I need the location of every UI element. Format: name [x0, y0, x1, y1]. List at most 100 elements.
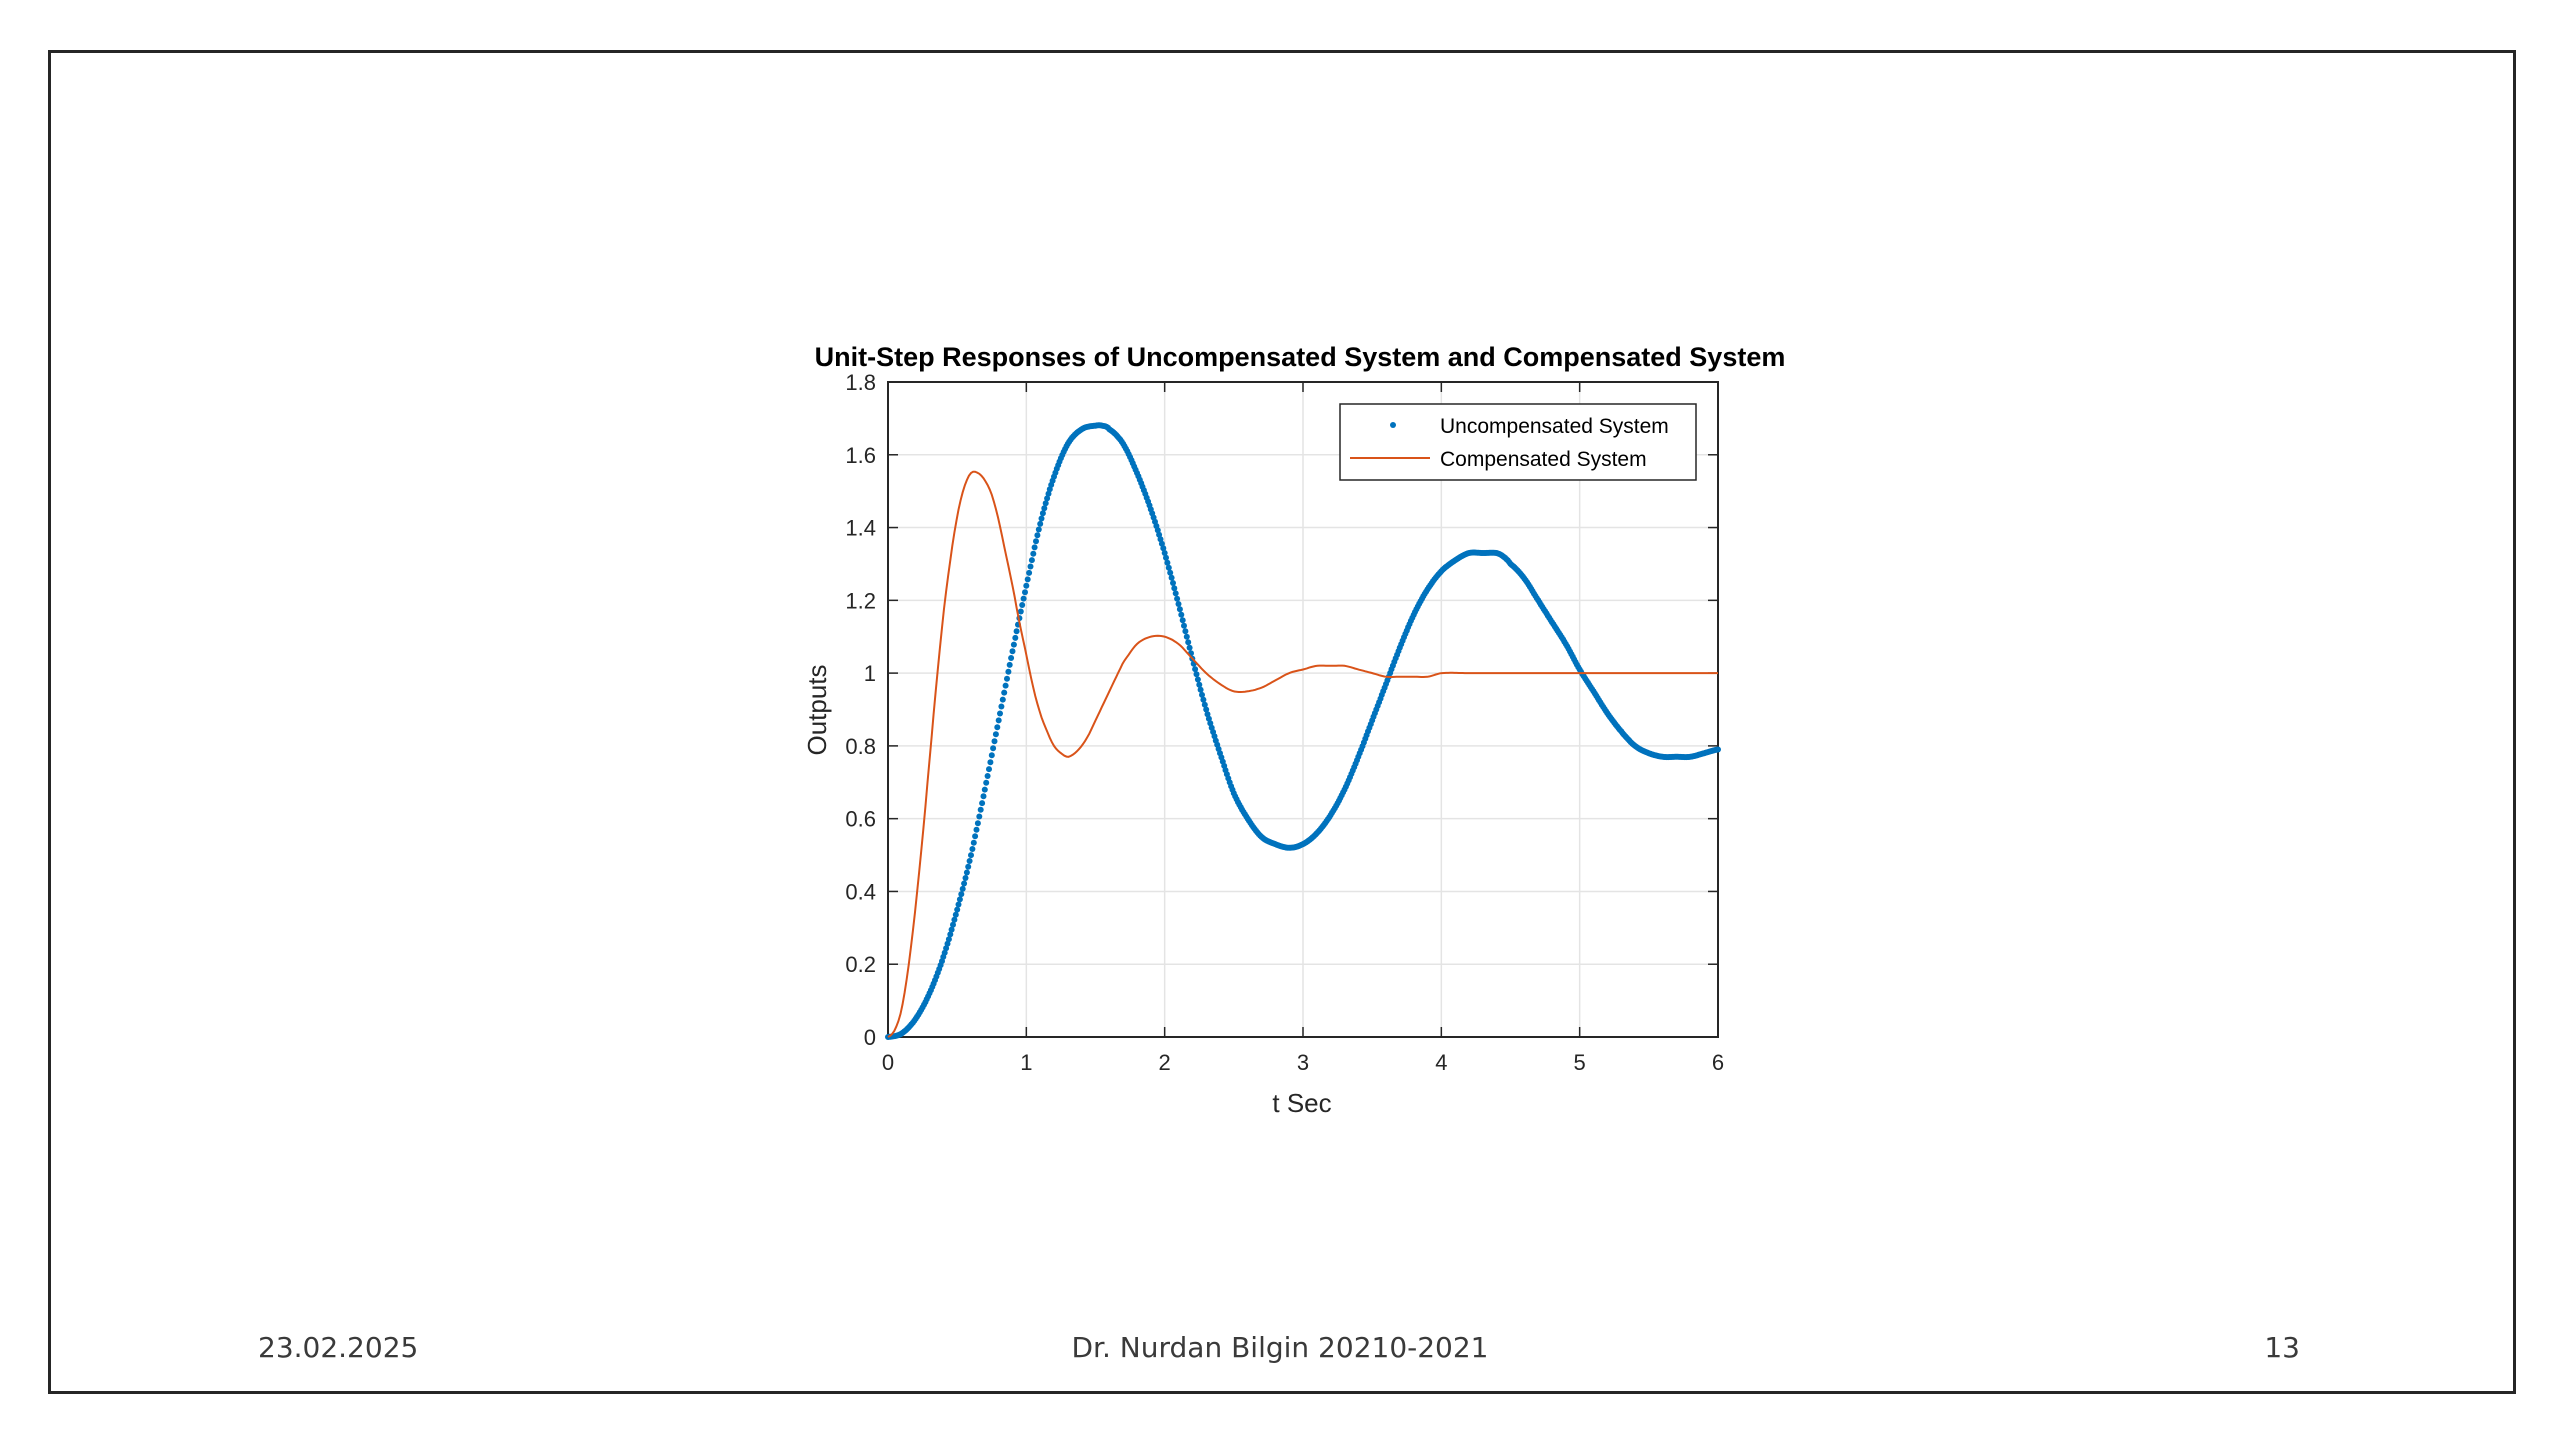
data-point	[1031, 544, 1038, 551]
data-point	[979, 800, 986, 807]
data-point	[952, 911, 959, 918]
data-point	[956, 896, 963, 903]
y-tick-label: 0.4	[845, 879, 876, 904]
data-point	[943, 945, 950, 952]
data-point	[1164, 559, 1171, 566]
ticks-layer: 0 1 2 3 4 5 6 0 0.2 0.4 0.6 0.8 1 1.2 1.4 1.6 1.8	[845, 370, 1724, 1075]
data-point	[1167, 569, 1174, 576]
data-point	[1160, 545, 1167, 552]
y-tick-label: 0.6	[845, 807, 876, 832]
x-tick-label: 1	[1020, 1050, 1032, 1075]
footer-page-number: 13	[2264, 1331, 2300, 1364]
data-point	[1004, 675, 1010, 682]
data-point	[1200, 696, 1207, 703]
y-tick-label: 1.8	[845, 370, 876, 395]
data-point	[962, 875, 969, 881]
data-point	[1163, 554, 1169, 561]
data-point	[980, 793, 987, 800]
data-point	[1185, 639, 1192, 646]
data-point	[954, 906, 961, 913]
data-point	[969, 846, 976, 852]
footer-date: 23.02.2025	[258, 1331, 419, 1364]
data-point	[1039, 510, 1046, 517]
data-point	[947, 931, 954, 938]
data-point	[1183, 633, 1190, 640]
y-tick-label: 1.6	[845, 443, 876, 468]
data-point	[1182, 628, 1189, 635]
data-point	[951, 916, 958, 923]
data-point	[1010, 641, 1017, 648]
data-point	[1020, 595, 1027, 602]
y-tick-label: 1.4	[845, 516, 876, 541]
data-point	[1171, 585, 1178, 592]
grid-layer	[887, 381, 1719, 1038]
data-point	[994, 724, 1001, 731]
data-point	[1186, 644, 1193, 651]
data-point	[1170, 580, 1176, 586]
data-point	[1157, 536, 1164, 543]
y-tick-label: 0	[864, 1025, 876, 1050]
data-point	[972, 833, 979, 840]
data-point	[1022, 589, 1028, 596]
series-line	[887, 470, 1718, 1038]
data-point	[995, 717, 1002, 724]
data-point	[966, 858, 973, 864]
data-point	[1034, 532, 1041, 539]
data-point	[997, 710, 1003, 717]
data-point	[955, 901, 962, 908]
data-point	[1030, 550, 1037, 557]
data-point	[1033, 538, 1039, 545]
data-point	[1197, 686, 1204, 693]
x-tick-label: 0	[882, 1050, 894, 1075]
x-tick-label: 5	[1574, 1050, 1586, 1075]
data-point	[1002, 682, 1009, 689]
data-point	[1715, 746, 1721, 753]
data-point	[1045, 490, 1052, 497]
data-point	[950, 921, 956, 928]
y-tick-label: 0.2	[845, 952, 876, 977]
data-point	[1037, 520, 1044, 527]
data-point	[1199, 691, 1205, 698]
data-point	[1181, 622, 1187, 629]
data-point	[1161, 550, 1168, 556]
data-point	[1204, 711, 1211, 718]
data-point	[945, 936, 952, 943]
data-point	[1044, 495, 1051, 502]
x-tick-label: 3	[1297, 1050, 1309, 1075]
y-axis-label: Outputs	[802, 664, 832, 755]
data-point	[1019, 602, 1026, 608]
data-point	[1168, 574, 1175, 581]
y-tick-label: 1	[864, 661, 876, 686]
data-point	[1042, 500, 1049, 507]
data-point	[1026, 569, 1033, 576]
data-point	[1194, 676, 1201, 683]
data-point	[1006, 661, 1013, 668]
data-point	[1028, 557, 1035, 564]
data-point	[948, 926, 955, 933]
data-point	[1012, 634, 1019, 641]
data-point	[973, 826, 980, 833]
data-point	[1008, 655, 1015, 661]
data-point	[1174, 595, 1181, 602]
data-point	[1024, 576, 1031, 583]
data-point	[970, 839, 977, 846]
data-point	[998, 703, 1005, 710]
data-point	[1013, 628, 1020, 635]
data-point	[977, 806, 984, 813]
data-point	[1203, 706, 1210, 713]
data-point	[1179, 617, 1186, 624]
data-point	[1172, 590, 1179, 597]
footer-author: Dr. Nurdan Bilgin 20210-2021	[1071, 1331, 1489, 1364]
data-point	[1035, 526, 1042, 533]
data-point	[963, 869, 970, 876]
data-point	[976, 813, 983, 820]
data-point	[1017, 608, 1024, 615]
data-point	[992, 731, 999, 738]
data-point	[968, 852, 974, 859]
data-point	[1165, 564, 1172, 571]
legend-label-compensated: Compensated System	[1440, 448, 1647, 471]
data-point	[961, 880, 968, 887]
data-point	[1207, 720, 1214, 727]
data-point	[944, 940, 951, 947]
